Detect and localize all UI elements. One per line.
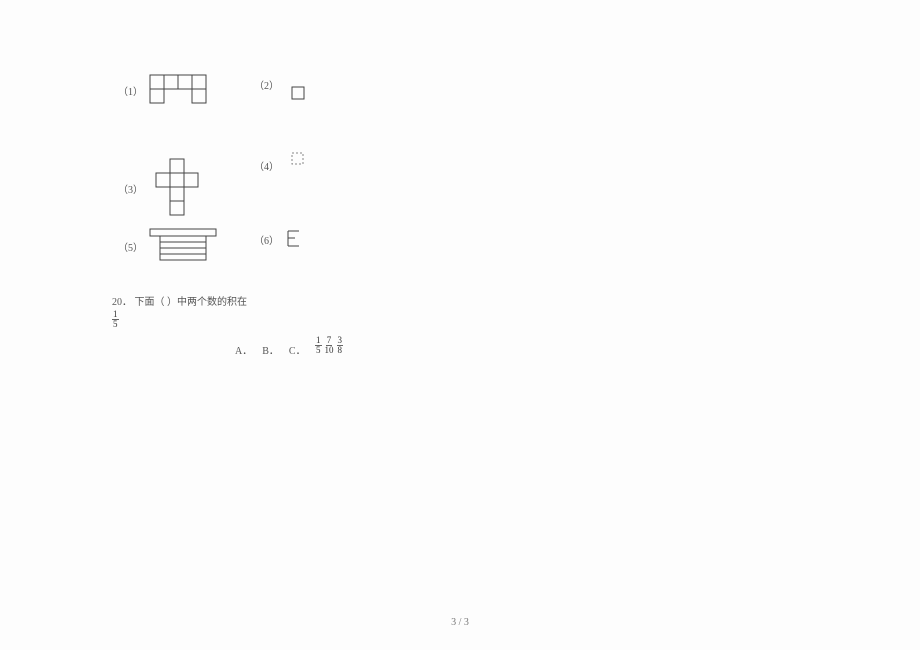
q20-text: 下面（ ）中两个数的积在 xyxy=(135,297,248,308)
fig-4 xyxy=(291,152,305,166)
fig-4-group: （4） xyxy=(254,158,305,173)
answer-a: A． xyxy=(235,346,252,357)
page-number: 3 / 3 xyxy=(451,617,469,628)
fig-3-group: （3） xyxy=(118,158,201,218)
lone-frac-den: 5 xyxy=(112,320,119,329)
fig-1-group: （1） xyxy=(118,74,213,106)
label-1: （1） xyxy=(118,83,143,98)
answer-fractions: 1 5 7 10 3 8 xyxy=(315,336,343,355)
fig-5-group: （5） xyxy=(118,228,219,264)
fig-2-group: （2） xyxy=(254,66,307,102)
q20-number: 20． xyxy=(112,297,132,308)
question-20: 20． 下面（ ）中两个数的积在 xyxy=(112,293,247,308)
answer-letters: A． B． C． xyxy=(235,342,306,357)
label-2: （2） xyxy=(254,77,279,92)
frac-c-1: 1 5 xyxy=(315,336,322,355)
page: （1） （2） xyxy=(0,0,920,650)
frac-c-3: 3 8 xyxy=(337,336,344,355)
fig-1 xyxy=(149,74,213,106)
fig-2 xyxy=(291,86,307,102)
frac-c-2: 7 10 xyxy=(324,336,335,355)
fig-6-group: （6） xyxy=(254,230,303,248)
lone-fraction: 1 5 xyxy=(112,310,119,329)
fig-3 xyxy=(153,158,201,218)
label-3: （3） xyxy=(118,181,143,196)
fig-5 xyxy=(149,228,219,264)
label-4: （4） xyxy=(254,158,279,173)
fig-6 xyxy=(287,230,303,248)
label-6: （6） xyxy=(254,232,279,247)
answer-c: C． xyxy=(289,346,306,357)
answer-b: B． xyxy=(262,346,279,357)
label-5: （5） xyxy=(118,239,143,254)
